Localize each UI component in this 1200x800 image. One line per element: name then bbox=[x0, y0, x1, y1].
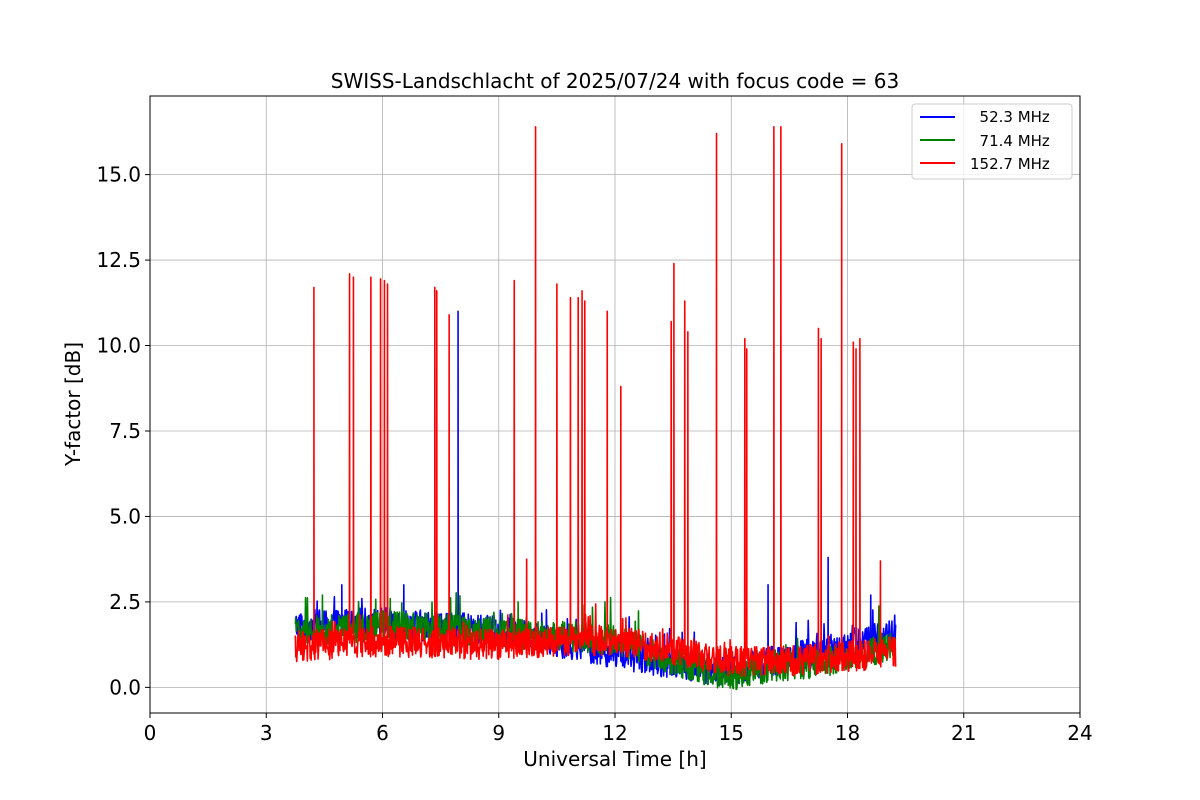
legend-box bbox=[911, 103, 1073, 180]
x-tick-label: 12 bbox=[602, 721, 627, 745]
x-tick-label: 0 bbox=[144, 721, 157, 745]
series-line-2 bbox=[294, 125, 897, 677]
legend-label-71mhz: 71.4 MHz bbox=[970, 132, 1050, 150]
x-tick-label: 3 bbox=[260, 721, 273, 745]
legend-label-52mhz: 52.3 MHz bbox=[970, 108, 1050, 126]
series-lines bbox=[294, 125, 897, 691]
x-tick-label: 9 bbox=[492, 721, 505, 745]
legend-label-152mhz: 152.7 MHz bbox=[970, 155, 1050, 173]
chart-title: SWISS-Landschlacht of 2025/07/24 with fo… bbox=[331, 69, 899, 93]
legend: 52.3 MHz 71.4 MHz 152.7 MHz bbox=[911, 103, 1073, 180]
y-tick-label: 0.0 bbox=[109, 675, 141, 699]
y-axis-label: Y-factor [dB] bbox=[61, 342, 85, 467]
x-axis-label: Universal Time [h] bbox=[523, 747, 706, 771]
y-tick-label: 5.0 bbox=[109, 504, 141, 528]
y-tick-label: 10.0 bbox=[96, 334, 141, 358]
y-tick-label: 2.5 bbox=[109, 590, 141, 614]
x-tick-label: 18 bbox=[835, 721, 860, 745]
x-tick-label: 21 bbox=[951, 721, 976, 745]
x-tick-label: 6 bbox=[376, 721, 389, 745]
x-tick-label: 15 bbox=[719, 721, 744, 745]
y-tick-label: 7.5 bbox=[109, 419, 141, 443]
x-tick-label: 24 bbox=[1067, 721, 1092, 745]
y-tick-label: 15.0 bbox=[96, 163, 141, 187]
axis-ticks: 0 3 6 9 12 15 18 21 24 0.0 2.5 5.0 7.5 10.0 12.5 15.0 bbox=[96, 163, 1092, 745]
y-tick-label: 12.5 bbox=[96, 248, 141, 272]
